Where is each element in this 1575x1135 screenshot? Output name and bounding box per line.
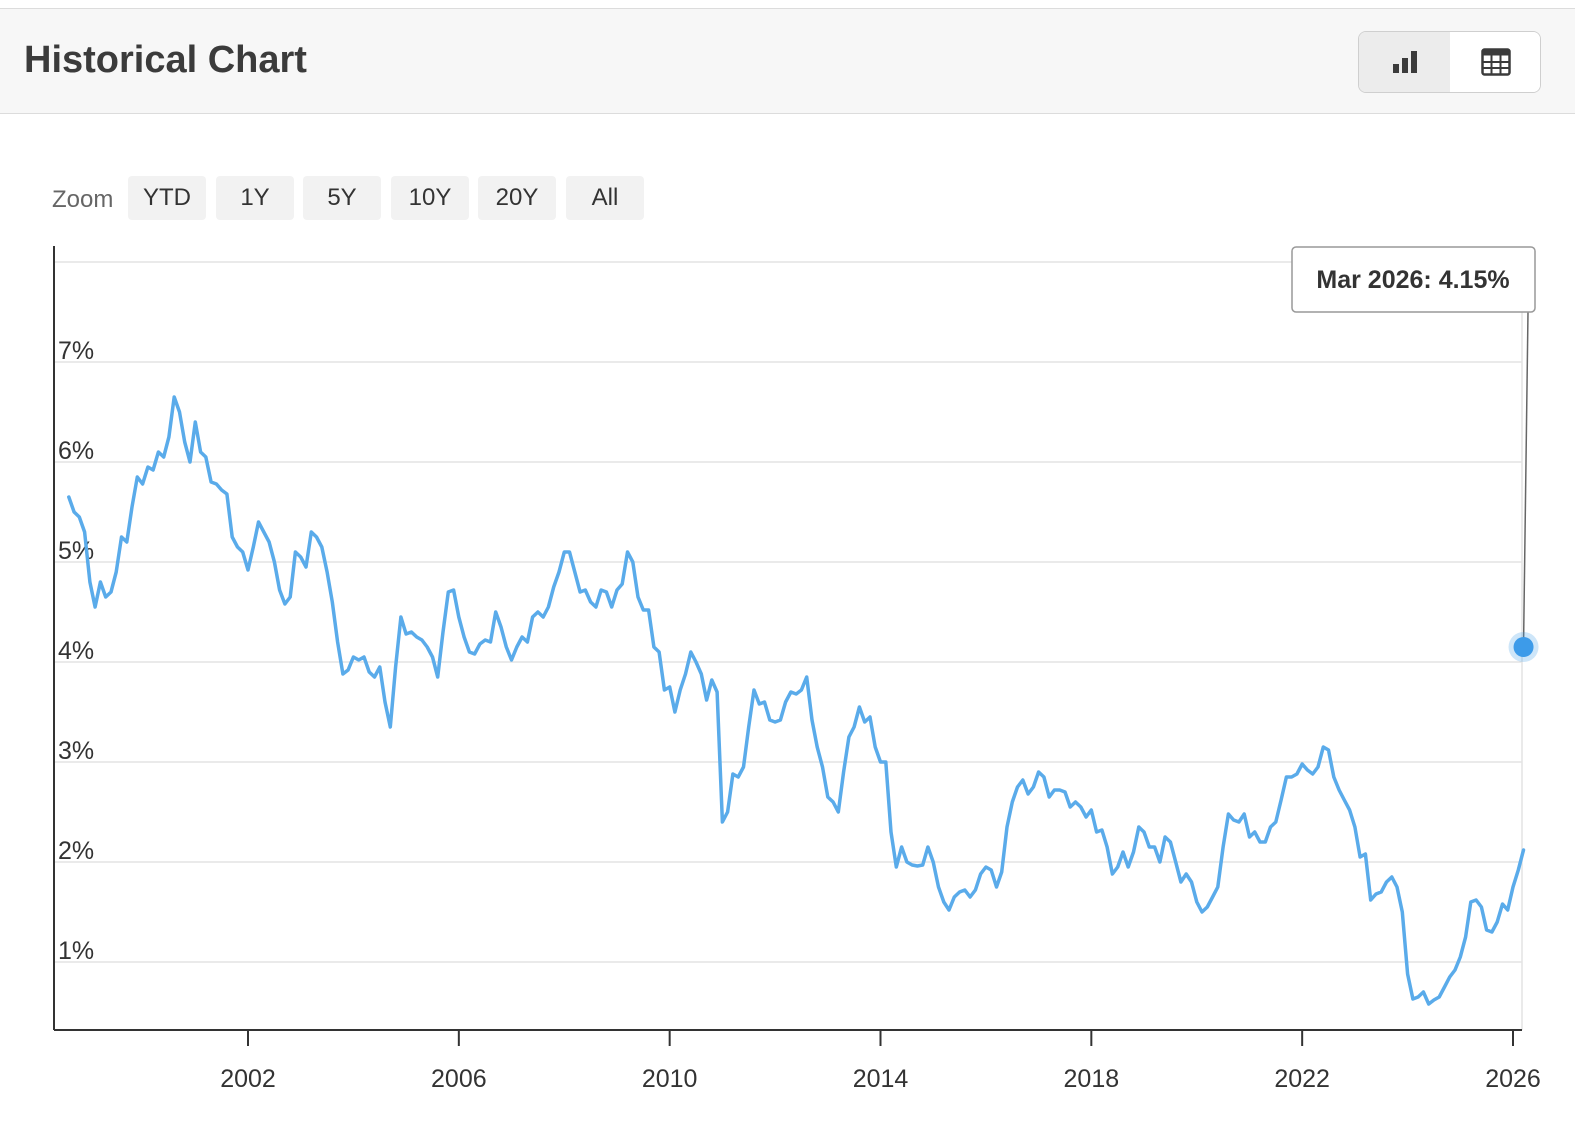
panel-title: Historical Chart — [24, 39, 307, 81]
x-tick-label: 2018 — [1064, 1065, 1120, 1093]
chart-panel-header: Historical Chart — [0, 8, 1575, 114]
y-tick-label: 4% — [58, 637, 94, 665]
x-tick-label: 2026 — [1485, 1065, 1541, 1093]
highlight-point — [1513, 637, 1534, 657]
series-line — [67, 395, 1526, 1006]
zoom-10y-button[interactable]: 10Y — [391, 176, 469, 220]
table-grid-icon — [1480, 48, 1511, 76]
zoom-label: Zoom — [52, 186, 114, 213]
zoom-all-button[interactable]: All — [566, 176, 644, 220]
x-tick-label: 2014 — [853, 1065, 909, 1093]
y-tick-label: 6% — [58, 437, 94, 465]
tooltip-text: Mar 2026: 4.15% — [1316, 266, 1509, 294]
table-view-button[interactable] — [1450, 32, 1540, 92]
tooltip-box — [1291, 246, 1536, 313]
y-tick-label: 1% — [58, 937, 94, 965]
view-toggle — [1358, 31, 1541, 93]
y-tick-label: 2% — [58, 837, 94, 865]
tooltip-connector — [1522, 311, 1529, 646]
x-tick-label: 2002 — [220, 1065, 276, 1093]
y-tick-label: 3% — [58, 737, 94, 765]
x-tick-label: 2010 — [642, 1065, 698, 1093]
zoom-ytd-button[interactable]: YTD — [128, 176, 206, 220]
x-tick-label: 2022 — [1274, 1065, 1330, 1093]
bar-chart-icon — [1392, 51, 1417, 73]
zoom-20y-button[interactable]: 20Y — [478, 176, 556, 220]
zoom-5y-button[interactable]: 5Y — [303, 176, 381, 220]
y-tick-label: 7% — [58, 337, 94, 365]
zoom-1y-button[interactable]: 1Y — [216, 176, 294, 220]
chart-view-button[interactable] — [1359, 32, 1451, 92]
x-tick-label: 2006 — [431, 1065, 487, 1093]
